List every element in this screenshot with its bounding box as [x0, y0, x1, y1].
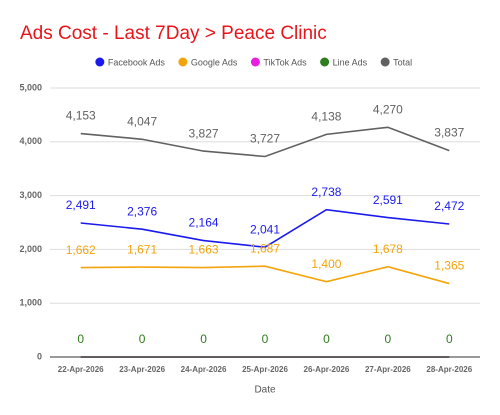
data-label: 1,671	[127, 242, 157, 256]
data-label: 2,376	[127, 204, 157, 218]
data-label: 2,491	[66, 198, 96, 212]
data-label: 4,153	[66, 109, 96, 123]
data-label: 4,138	[311, 110, 341, 124]
data-label: 1,400	[311, 257, 341, 271]
data-label: 2,591	[373, 193, 403, 207]
data-label: 0	[139, 332, 146, 346]
data-label: 0	[77, 332, 84, 346]
legend-label: Facebook Ads	[108, 57, 166, 67]
data-label: 0	[323, 332, 330, 346]
data-label: 2,041	[250, 222, 280, 236]
data-label: 4,047	[127, 114, 157, 128]
data-label: 4,270	[373, 102, 403, 116]
y-tick-label: 2,000	[19, 244, 42, 254]
series-line	[80, 265, 450, 285]
legend-label: Line Ads	[333, 57, 368, 67]
y-tick-label: 3,000	[19, 190, 42, 200]
data-label: 2,472	[434, 199, 464, 213]
data-label: 3,837	[434, 126, 464, 140]
series-line	[80, 208, 450, 249]
data-label: 0	[262, 332, 269, 346]
x-tick-label: 23-Apr-2026	[119, 365, 165, 374]
y-tick-label: 5,000	[19, 82, 42, 92]
data-label: 2,164	[189, 216, 219, 230]
legend-marker	[380, 57, 390, 67]
data-label: 1,662	[66, 243, 96, 257]
x-tick-label: 27-Apr-2026	[365, 365, 411, 374]
data-label: 1,678	[373, 242, 403, 256]
legend-marker	[320, 57, 330, 67]
legend-marker	[178, 57, 188, 67]
data-label: 0	[200, 332, 207, 346]
x-tick-label: 28-Apr-2026	[426, 365, 472, 374]
x-tick-label: 24-Apr-2026	[181, 365, 227, 374]
data-label: 2,738	[311, 185, 341, 199]
legend-label: Google Ads	[191, 57, 238, 67]
data-label: 0	[446, 332, 453, 346]
chart-title: Ads Cost - Last 7Day > Peace Clinic	[20, 23, 327, 44]
y-tick-label: 4,000	[19, 136, 42, 146]
legend-label: TikTok Ads	[263, 57, 307, 67]
legend-label: Total	[393, 57, 412, 67]
data-label: 1,687	[250, 241, 280, 255]
data-label: 1,663	[189, 243, 219, 257]
series-line	[80, 126, 450, 158]
data-label: 3,827	[189, 126, 219, 140]
data-label: 3,727	[250, 132, 280, 146]
data-label: 0	[385, 332, 392, 346]
legend-marker	[250, 57, 260, 67]
y-tick-label: 0	[37, 351, 42, 361]
x-tick-label: 25-Apr-2026	[242, 365, 288, 374]
y-tick-label: 1,000	[19, 298, 42, 308]
legend-marker	[95, 57, 105, 67]
x-tick-label: 26-Apr-2026	[304, 365, 350, 374]
x-axis-title: Date	[254, 385, 276, 396]
x-tick-label: 22-Apr-2026	[58, 365, 104, 374]
data-label: 1,365	[434, 259, 464, 273]
